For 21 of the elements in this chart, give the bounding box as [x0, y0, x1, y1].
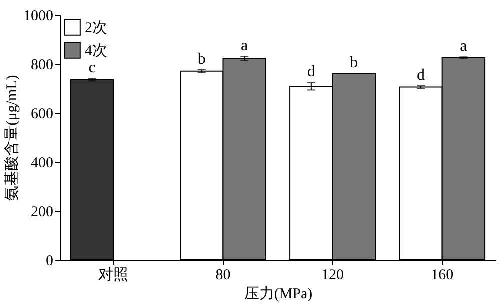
x-tick-label: 120: [322, 268, 344, 284]
annotation: a: [241, 38, 248, 55]
y-tick-label: 0: [46, 254, 54, 270]
annotation: d: [307, 64, 316, 81]
y-tick-label: 200: [31, 204, 54, 220]
x-tick-label: 160: [431, 268, 454, 284]
annotation: c: [88, 59, 96, 76]
y-tick-label: 600: [31, 106, 54, 122]
y-tick-label: 800: [31, 58, 54, 74]
legend-label: 2次: [85, 20, 108, 36]
y-tick-label: 1000: [24, 8, 54, 24]
annotation: a: [460, 38, 468, 56]
annotation: d: [416, 66, 425, 84]
annotation: b: [350, 54, 358, 72]
x-axis-title: 压力(MPa): [244, 286, 313, 302]
y-tick-label: 400: [31, 156, 54, 172]
x-tick-label: 对照: [98, 266, 129, 284]
annotation: b: [198, 50, 206, 68]
y-axis-title: 氨基酸含量(μg/mL): [4, 75, 20, 201]
legend-label: 4次: [85, 44, 108, 60]
x-tick-label: 80: [216, 268, 231, 284]
